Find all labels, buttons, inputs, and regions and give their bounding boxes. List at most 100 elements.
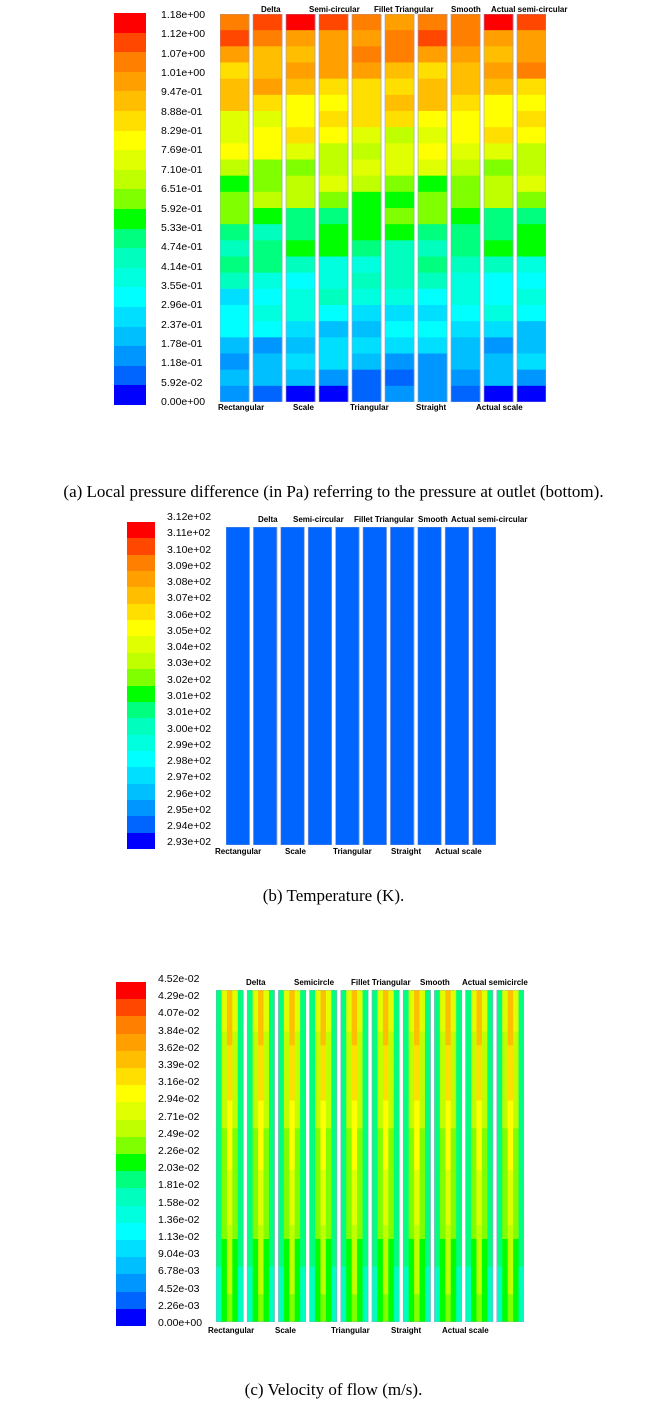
contour-cell [377,831,383,845]
channel-outline [246,990,275,1322]
contour-cell [451,305,458,322]
contour-cell [335,619,341,634]
contour-cell [507,1073,514,1088]
contour-cell [414,1266,420,1281]
contour-cell [346,1266,353,1281]
contour-cell [372,1073,378,1088]
contour-cell [399,540,405,554]
contour-cell [396,175,403,193]
contour-cell [501,256,508,274]
contour-cell [375,30,382,47]
contour-cell [431,818,437,833]
contour-cell [404,633,410,647]
contour-cell [489,78,496,96]
contour-cell [507,191,514,209]
contour-cell [472,805,478,819]
colorbar-tick-label: 0.00e+00 [158,1317,203,1329]
contour-cell [351,1156,358,1171]
contour-cell [468,159,475,177]
colorbar-segment [116,1050,146,1069]
contour-cell [456,369,463,387]
contour-cell [253,224,260,241]
contour-cell [363,369,370,387]
contour-cell [402,46,409,63]
contour-cell [369,208,376,225]
contour-cell [403,1266,410,1281]
contour-cell [231,143,238,160]
contour-cell [449,792,455,806]
contour-cell [240,593,246,607]
contour-cell [230,633,236,647]
contour-cell [258,1239,264,1254]
contour-cell [299,765,305,780]
contour-cell [481,1045,488,1060]
contour-cell [299,778,305,793]
contour-cell [268,1169,275,1185]
contour-cell [235,725,241,740]
contour-cell [262,580,268,594]
contour-cell [349,672,355,687]
contour-cell [231,288,238,306]
contour-cell [315,1308,321,1322]
contour-cell [402,353,409,371]
contour-cell [294,699,300,713]
channel [384,14,415,402]
contour-cell [507,1114,514,1129]
contour-cell [315,1045,321,1060]
contour-cell [396,369,403,387]
colorbar-tick-label: 3.09e+02 [167,559,212,572]
contour-cell [268,1266,275,1281]
contour-cell [335,818,341,833]
contour-cell [540,321,546,338]
contour-cell [427,540,433,554]
contour-cell [363,527,369,541]
channel-outline [362,527,387,845]
contour-cell [419,1128,426,1143]
contour-cell [286,94,293,112]
contour-cell [325,1073,332,1088]
contour-cell [325,1252,332,1268]
contour-cell [381,831,387,845]
contour-cell [230,831,236,845]
contour-cell [297,337,304,354]
contour-cell [235,540,241,554]
contour-cell [372,606,378,621]
contour-cell [342,208,349,225]
contour-cell [315,990,321,1005]
colorbar-tick-label: 1.81e-02 [158,1179,200,1192]
contour-cell [294,593,300,607]
contour-cell [357,78,364,96]
contour-cell [367,619,373,634]
contour-cell [299,699,305,713]
contour-cell [264,240,271,257]
contour-cell [408,1100,415,1115]
contour-cell [474,305,481,322]
contour-cell [312,712,318,727]
contour-cell [423,143,430,160]
contour-cell [294,712,300,727]
contour-cell [324,191,331,209]
contour-cell [496,1211,503,1226]
contour-cell [471,1266,477,1281]
contour-cell [423,14,430,31]
contour-cell [367,566,373,581]
contour-cell [522,94,529,112]
channel-label: Smooth [420,978,450,987]
contour-cell [278,1073,285,1088]
contour-cell [297,208,304,225]
contour-cell [396,256,403,274]
contour-cell [312,818,318,833]
contour-cell [258,606,264,621]
contour-cell [253,272,260,290]
contour-cell [253,78,260,96]
contour-cell [237,1059,244,1074]
contour-cell [342,175,349,193]
contour-cell [445,1086,452,1102]
contour-cell [319,62,326,80]
contour-cell [262,686,268,700]
contour-cell [424,1114,431,1129]
contour-cell [517,369,524,387]
contour-cell [423,208,430,225]
contour-cell [439,1197,446,1212]
contour-cell [336,46,343,63]
